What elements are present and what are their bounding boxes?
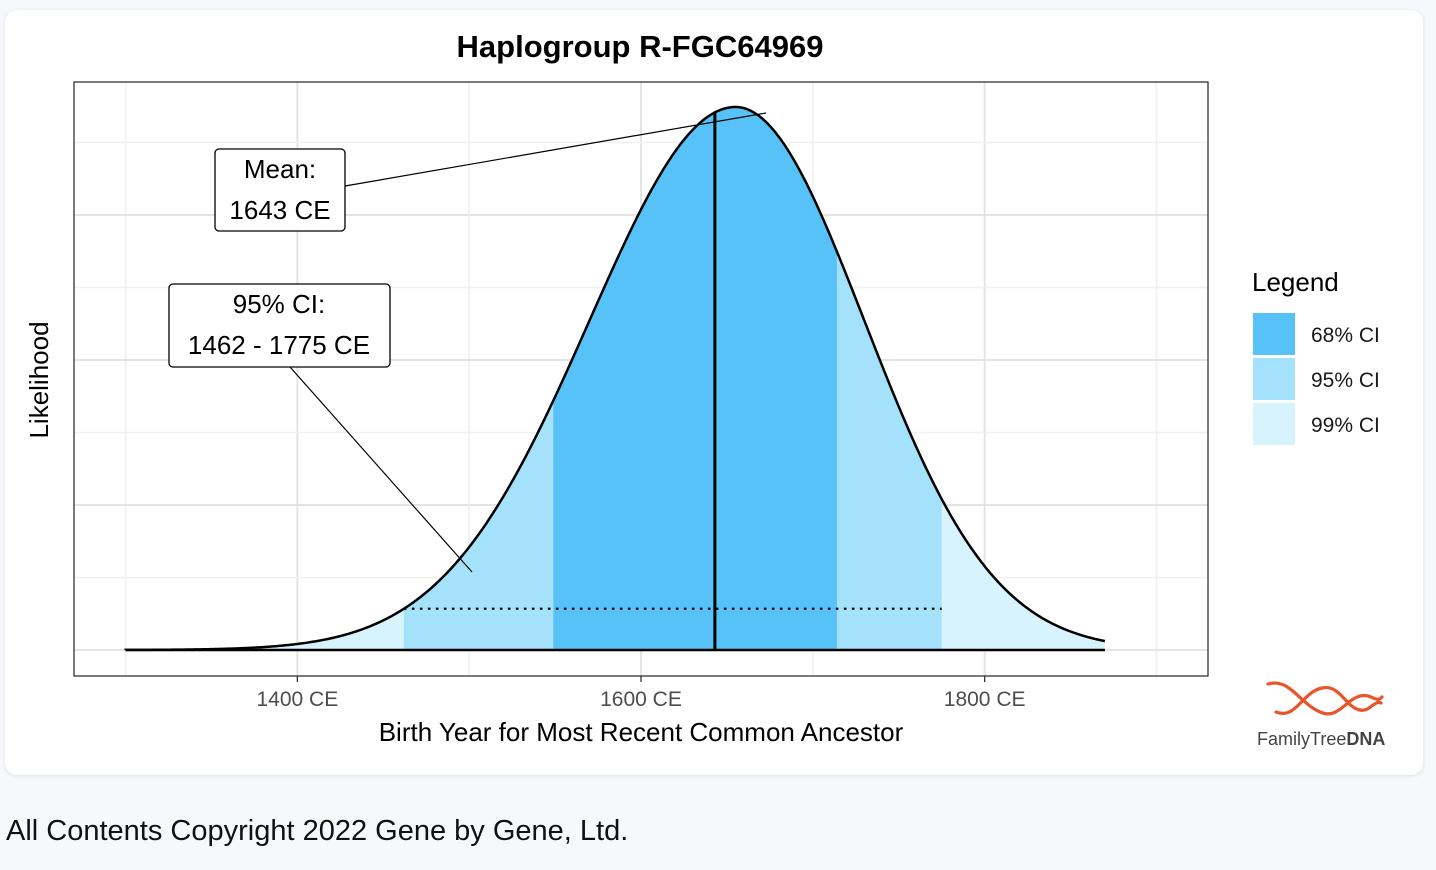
y-axis-label: Likelihood — [24, 321, 54, 438]
ci95-annotation-leader — [289, 366, 473, 573]
legend: Legend 68% CI 95% CI 99% CI — [1252, 267, 1380, 445]
legend-swatch-68 — [1253, 313, 1295, 355]
x-ticks: 1400 CE 1600 CE 1800 CE — [256, 676, 1026, 711]
dna-helix-icon — [1266, 681, 1384, 716]
ci95-annotation-box — [168, 283, 391, 368]
logo-text-regular: FamilyTree — [1257, 729, 1346, 749]
mean-annotation-line1: Mean: — [244, 154, 316, 184]
ci-areas — [125, 107, 1105, 650]
ci95-annotation: 95% CI: 1462 - 1775 CE — [168, 283, 473, 573]
chart-title: Haplogroup R-FGC64969 — [457, 29, 824, 64]
logo-text-bold: DNA — [1346, 729, 1385, 749]
ci-area-68 — [553, 107, 837, 650]
mean-annotation-leader — [344, 112, 767, 187]
mean-annotation-line2: 1643 CE — [229, 195, 330, 225]
density-curve — [124, 105, 1106, 652]
legend-label-99: 99% CI — [1311, 414, 1380, 437]
x-axis-label: Birth Year for Most Recent Common Ancest… — [379, 717, 904, 747]
ci95-annotation-line1: 95% CI: — [233, 289, 326, 319]
density-line — [124, 105, 1106, 652]
legend-label-95: 95% CI — [1311, 369, 1380, 392]
x-tick-label: 1600 CE — [600, 688, 682, 711]
logo-text: FamilyTreeDNA — [1257, 729, 1385, 749]
copyright-text: All Contents Copyright 2022 Gene by Gene… — [6, 815, 629, 847]
likelihood-chart: Haplogroup R-FGC64969 1400 CE 1600 CE 1800… — [24, 29, 1385, 749]
x-tick-label: 1400 CE — [256, 688, 338, 711]
mean-annotation-box — [214, 148, 346, 232]
familytreedna-logo: FamilyTreeDNA — [1257, 681, 1385, 749]
legend-title: Legend — [1252, 267, 1339, 297]
mean-annotation: Mean: 1643 CE — [214, 112, 767, 232]
legend-label-68: 68% CI — [1311, 324, 1380, 347]
legend-swatch-95 — [1253, 358, 1295, 400]
x-tick-label: 1800 CE — [944, 688, 1026, 711]
ci95-annotation-line2: 1462 - 1775 CE — [188, 330, 370, 360]
legend-swatch-99 — [1253, 403, 1295, 445]
